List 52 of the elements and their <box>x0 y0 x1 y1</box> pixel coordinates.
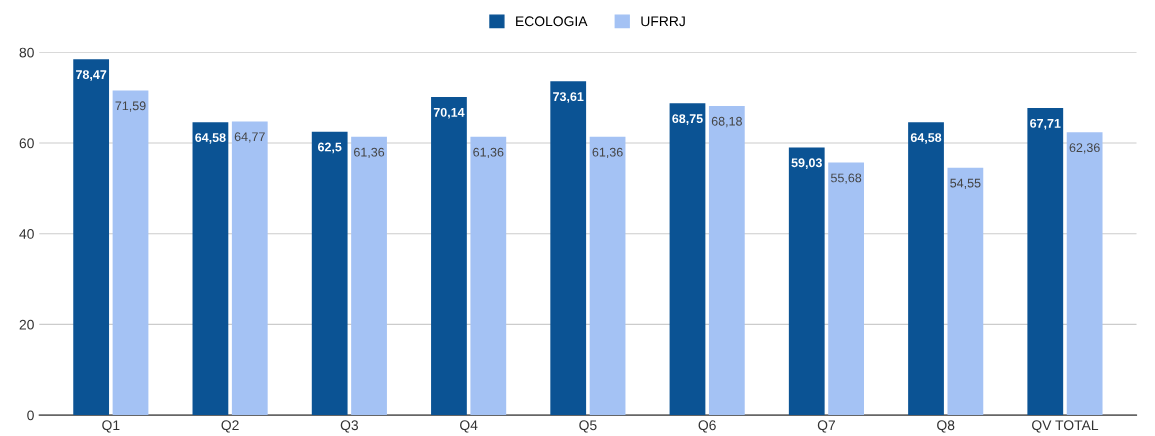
data-label: 55,68 <box>830 173 862 184</box>
data-label: 64,58 <box>910 133 942 144</box>
data-label: 62,36 <box>1069 143 1100 154</box>
bar <box>908 122 944 416</box>
legend-label: UFRRJ <box>641 16 685 27</box>
x-tick-label: Q7 <box>817 420 835 433</box>
data-label: 59,03 <box>791 158 822 169</box>
y-tick-label: 60 <box>19 138 34 149</box>
y-tick-label: 0 <box>27 410 34 421</box>
bar <box>231 121 268 416</box>
data-label: 71,59 <box>115 101 146 112</box>
bar <box>192 122 229 416</box>
x-tick-label: QV TOTAL <box>1032 420 1099 433</box>
bar <box>550 81 587 416</box>
bar <box>431 97 467 416</box>
bar <box>1066 132 1103 416</box>
x-tick-label: Q4 <box>460 420 478 433</box>
data-label: 78,47 <box>76 70 107 81</box>
bar <box>947 167 984 416</box>
data-label: 62,5 <box>317 142 342 154</box>
y-tick-label: 40 <box>19 229 34 239</box>
x-tick-label: Q5 <box>579 420 597 433</box>
bar <box>828 162 864 416</box>
x-tick-label: Q8 <box>937 420 955 433</box>
x-tick-label: Q2 <box>221 420 239 433</box>
x-tick-label: Q3 <box>340 420 359 433</box>
bar <box>112 90 149 416</box>
data-label: 61,36 <box>354 147 385 159</box>
data-label: 70,14 <box>433 107 465 119</box>
bar <box>311 131 348 416</box>
bar <box>351 136 387 416</box>
data-label: 68,75 <box>672 114 703 125</box>
bar <box>470 136 507 416</box>
data-label: 64,77 <box>234 132 265 143</box>
data-label: 61,36 <box>592 147 623 159</box>
data-label: 64,58 <box>195 133 226 144</box>
data-label: 68,18 <box>711 116 742 128</box>
bar <box>589 136 626 416</box>
x-tick-label: Q1 <box>102 420 120 433</box>
bar <box>708 105 745 416</box>
data-label: 67,71 <box>1030 118 1061 130</box>
x-tick-label: Q6 <box>698 420 716 433</box>
bar <box>1027 108 1064 416</box>
y-tick-label: 20 <box>19 319 34 330</box>
data-label: 61,36 <box>473 147 504 159</box>
legend-label: ECOLOGIA <box>516 16 588 27</box>
y-tick-label: 80 <box>19 47 34 58</box>
bar <box>788 147 825 416</box>
bar <box>73 59 110 416</box>
bar <box>669 103 706 416</box>
data-label: 54,55 <box>950 178 981 189</box>
data-label: 73,61 <box>553 92 584 103</box>
